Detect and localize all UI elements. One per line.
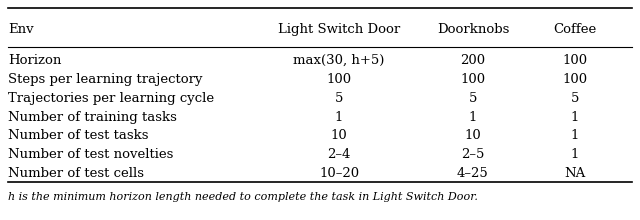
Text: 100: 100 xyxy=(326,73,351,86)
Text: Number of training tasks: Number of training tasks xyxy=(8,111,177,124)
Text: NA: NA xyxy=(564,167,586,180)
Text: Number of test novelties: Number of test novelties xyxy=(8,148,173,161)
Text: 5: 5 xyxy=(571,92,579,105)
Text: 1: 1 xyxy=(571,148,579,161)
Text: Coffee: Coffee xyxy=(553,23,596,36)
Text: 1: 1 xyxy=(335,111,343,124)
Text: Light Switch Door: Light Switch Door xyxy=(278,23,400,36)
Text: Number of test cells: Number of test cells xyxy=(8,167,144,180)
Text: 4–25: 4–25 xyxy=(457,167,489,180)
Text: max(30, h+5): max(30, h+5) xyxy=(293,54,385,67)
Text: 1: 1 xyxy=(571,129,579,143)
Text: Number of test tasks: Number of test tasks xyxy=(8,129,148,143)
Text: Env: Env xyxy=(8,23,33,36)
Text: 5: 5 xyxy=(335,92,343,105)
Text: Trajectories per learning cycle: Trajectories per learning cycle xyxy=(8,92,214,105)
Text: Doorknobs: Doorknobs xyxy=(436,23,509,36)
Text: Horizon: Horizon xyxy=(8,54,61,67)
Text: h is the minimum horizon length needed to complete the task in Light Switch Door: h is the minimum horizon length needed t… xyxy=(8,192,477,202)
Text: Steps per learning trajectory: Steps per learning trajectory xyxy=(8,73,202,86)
Text: 200: 200 xyxy=(460,54,486,67)
Text: 10–20: 10–20 xyxy=(319,167,359,180)
Text: 100: 100 xyxy=(563,54,588,67)
Text: 2–5: 2–5 xyxy=(461,148,484,161)
Text: 10: 10 xyxy=(465,129,481,143)
Text: 5: 5 xyxy=(468,92,477,105)
Text: 2–4: 2–4 xyxy=(328,148,351,161)
Text: 1: 1 xyxy=(468,111,477,124)
Text: 100: 100 xyxy=(460,73,486,86)
Text: 10: 10 xyxy=(331,129,348,143)
Text: 100: 100 xyxy=(563,73,588,86)
Text: 1: 1 xyxy=(571,111,579,124)
